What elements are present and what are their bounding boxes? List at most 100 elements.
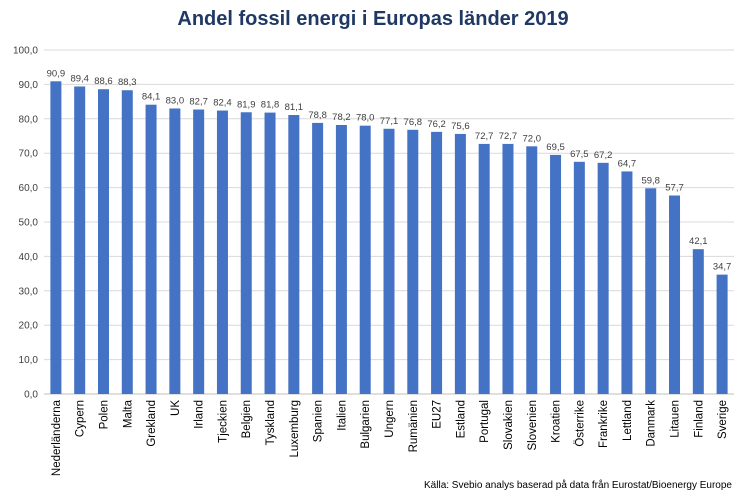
x-tick-label: Cypern [75,400,87,437]
x-tick-label: Österrike [574,400,586,447]
data-label: 82,4 [213,98,232,109]
x-tick-label: Luxemburg [289,400,301,458]
x-tick-label: EU27 [432,400,444,429]
bar [550,154,562,394]
bar [621,171,633,394]
data-label: 88,6 [94,76,113,87]
data-label: 42,1 [689,236,708,247]
bar [216,110,228,394]
x-tick-label: Danmark [646,400,658,447]
data-label: 88,3 [118,77,137,88]
data-label: 81,9 [237,99,256,110]
y-tick-label: 0,0 [24,390,38,401]
x-tick-label: Bulgarien [360,400,372,449]
bar [692,249,704,394]
data-label: 59,8 [641,175,660,186]
data-label: 72,7 [475,131,494,142]
x-tick-label: Malta [122,399,134,428]
x-tick-label: Polen [98,400,110,429]
bar [407,129,419,395]
x-tick-label: Slovenien [527,400,539,451]
y-tick-label: 60,0 [19,183,39,194]
data-label: 78,8 [308,110,327,121]
x-tick-label: Portugal [479,400,491,443]
y-tick-label: 20,0 [19,321,39,332]
x-tick-label: Litauen [670,400,682,438]
x-tick-label: Kroatien [551,400,563,443]
bar [645,188,657,394]
x-tick-label: Tyskland [265,400,277,445]
y-tick-label: 10,0 [19,355,39,366]
x-tick-label: Grekland [146,400,158,447]
bar [502,143,514,394]
x-tick-label: UK [170,400,182,416]
data-label: 77,1 [380,116,399,127]
bar [312,122,324,394]
x-tick-label: Slovakien [503,400,515,450]
data-label: 75,6 [451,121,470,132]
y-tick-label: 50,0 [19,218,39,229]
data-label: 76,8 [404,117,423,128]
bar [573,161,585,394]
data-label: 81,1 [285,102,304,113]
data-label: 78,2 [332,112,351,123]
bar [74,86,86,395]
data-label: 90,9 [47,68,66,79]
bar [145,104,157,395]
bar [121,90,133,395]
y-tick-label: 80,0 [19,114,39,125]
x-tick-label: Frankrike [598,400,610,448]
bar [454,133,466,394]
bar [597,162,609,394]
data-label: 34,7 [713,262,732,273]
data-label: 72,7 [499,131,518,142]
x-tick-label: Spanien [313,400,325,442]
x-tick-label: Irland [194,400,206,429]
data-label: 89,4 [70,73,89,84]
x-tick-label: Finland [693,400,705,438]
source-note: Källa: Svebio analys baserad på data frå… [424,480,732,491]
data-label: 67,2 [594,150,613,161]
x-tick-label: Sverige [717,400,729,439]
data-label: 83,0 [166,95,185,106]
x-tick-label: Ungern [384,400,396,438]
bar [264,112,276,394]
data-label: 64,7 [618,158,637,169]
bar [50,81,62,394]
y-tick-label: 40,0 [19,252,39,263]
x-tick-label: Lettland [622,400,634,441]
x-tick-label: Italien [336,400,348,431]
data-label: 72,0 [523,133,542,144]
data-label: 84,1 [142,92,161,103]
bar [526,146,538,394]
bar [193,109,205,395]
bar [240,112,252,394]
data-label: 82,7 [189,97,208,108]
data-label: 76,2 [427,119,446,130]
bar [169,108,181,394]
bar [97,89,109,394]
data-label: 78,0 [356,113,375,124]
data-label: 57,7 [665,183,684,194]
bar [669,195,681,394]
chart-title: Andel fossil energi i Europas länder 201… [177,8,569,30]
x-tick-label: Estland [455,400,467,438]
y-tick-label: 100,0 [13,46,38,57]
bar [478,143,490,394]
x-tick-label: Nederländerna [51,399,63,476]
data-label: 81,8 [261,100,280,111]
bar [359,125,371,395]
x-tick-label: Tjeckien [217,400,229,443]
bar [383,128,395,394]
bar [431,131,443,394]
data-label: 67,5 [570,149,589,160]
y-tick-label: 70,0 [19,149,39,160]
x-tick-label: Rumänien [408,400,420,452]
y-tick-label: 90,0 [19,80,39,91]
bar [335,124,347,394]
data-label: 69,5 [546,142,565,153]
x-tick-label: Belgien [241,400,253,438]
bar [716,274,728,394]
y-tick-label: 30,0 [19,286,39,297]
